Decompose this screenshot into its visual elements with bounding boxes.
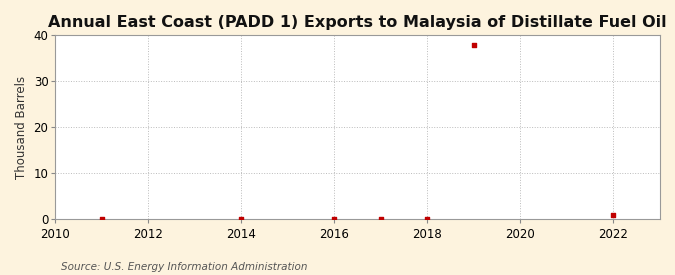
Point: [468, 42, 479, 47]
Text: Source: U.S. Energy Information Administration: Source: U.S. Energy Information Administ…: [61, 262, 307, 272]
Point: [608, 213, 619, 217]
Point: [97, 217, 107, 221]
Title: Annual East Coast (PADD 1) Exports to Malaysia of Distillate Fuel Oil: Annual East Coast (PADD 1) Exports to Ma…: [49, 15, 667, 30]
Y-axis label: Thousand Barrels: Thousand Barrels: [15, 76, 28, 179]
Point: [236, 217, 247, 221]
Point: [375, 217, 386, 221]
Point: [422, 217, 433, 221]
Point: [329, 217, 340, 221]
